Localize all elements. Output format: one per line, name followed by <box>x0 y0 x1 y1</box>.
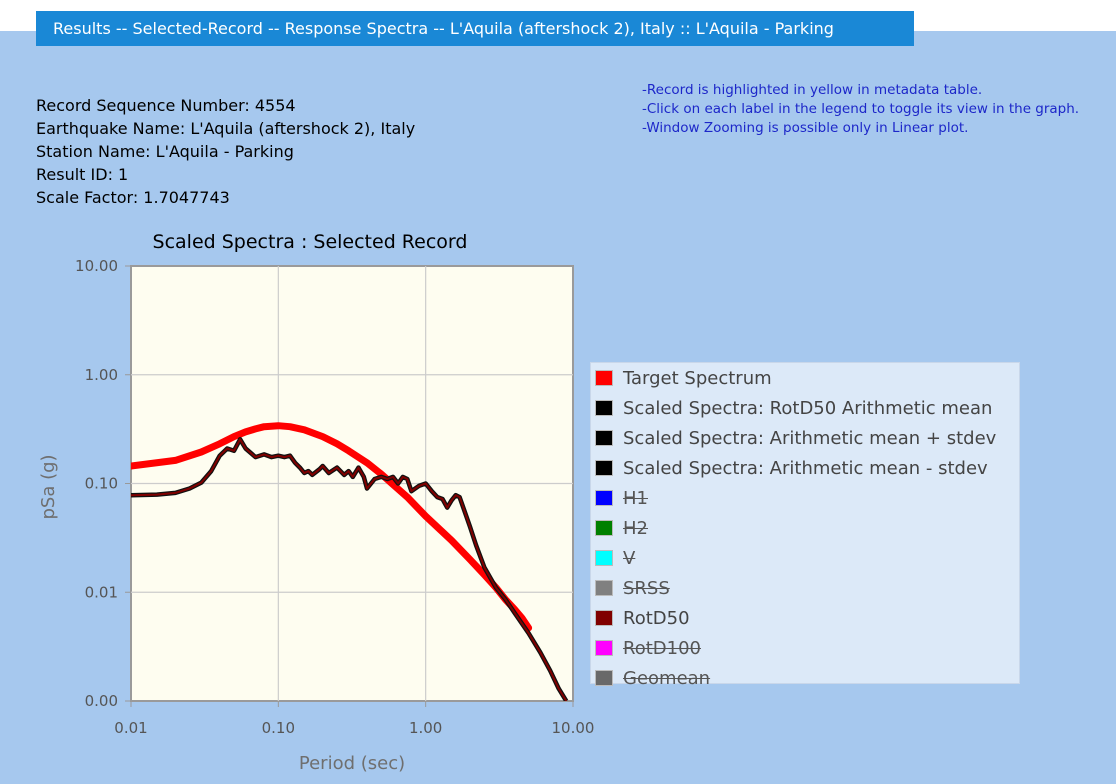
legend-mean-plus-stdev[interactable]: Scaled Spectra: Arithmetic mean + stdev <box>593 423 996 453</box>
legend-mean-minus-stdev[interactable]: Scaled Spectra: Arithmetic mean - stdev <box>593 453 988 483</box>
x-tick-label: 10.00 <box>552 719 595 737</box>
legend-geomean[interactable]: Geomean <box>593 663 710 693</box>
y-tick-label: 0.00 <box>85 692 118 710</box>
x-tick-label: 1.00 <box>409 719 442 737</box>
record-info: Record Sequence Number: 4554 Earthquake … <box>36 94 415 209</box>
legend-swatch <box>595 610 613 626</box>
legend-v[interactable]: V <box>593 543 635 573</box>
x-tick-label: 0.01 <box>114 719 147 737</box>
legend-swatch <box>595 520 613 536</box>
legend-label: Geomean <box>623 667 711 689</box>
legend-swatch <box>595 640 613 656</box>
legend-swatch <box>595 670 613 686</box>
series-rotd50 <box>131 438 568 701</box>
legend-swatch <box>595 430 613 446</box>
x-tick-label: 0.10 <box>262 719 295 737</box>
y-tick-label: 0.10 <box>85 475 118 493</box>
legend-h2[interactable]: H2 <box>593 513 648 543</box>
legend-label: H1 <box>623 487 648 509</box>
legend-label: RotD50 <box>623 607 690 629</box>
legend-label: H2 <box>623 517 648 539</box>
legend-swatch <box>595 580 613 596</box>
series-lines <box>131 422 569 701</box>
legend-rotd100[interactable]: RotD100 <box>593 633 701 663</box>
chart-legend: Target Spectrum Scaled Spectra: RotD50 Ar… <box>590 362 1020 689</box>
results-title-bar: Results -- Selected-Record -- Response S… <box>36 11 914 46</box>
legend-rotd50[interactable]: RotD50 <box>593 603 690 633</box>
legend-swatch <box>595 550 613 566</box>
axes: 0.01 0.10 1.00 10.00 0.00 0.01 0.10 1.00 10.00 <box>75 257 594 737</box>
result-id: Result ID: 1 <box>36 165 129 184</box>
legend-label: V <box>623 547 636 569</box>
note-zooming: -Window Zooming is possible only in Line… <box>642 120 969 136</box>
record-sequence-number: Record Sequence Number: 4554 <box>36 96 296 115</box>
legend-swatch <box>595 460 613 476</box>
x-axis-label: Period (sec) <box>299 753 405 774</box>
legend-label: Target Spectrum <box>623 367 772 389</box>
chart-title: Scaled Spectra : Selected Record <box>153 231 468 253</box>
legend-rotd50-mean[interactable]: Scaled Spectra: RotD50 Arithmetic mean <box>593 393 992 423</box>
legend-label: Scaled Spectra: RotD50 Arithmetic mean <box>623 397 993 419</box>
legend-label: SRSS <box>623 577 670 599</box>
earthquake-name: Earthquake Name: L'Aquila (aftershock 2)… <box>36 119 416 138</box>
legend-label: Scaled Spectra: Arithmetic mean - stdev <box>623 457 988 479</box>
note-highlight: -Record is highlighted in yellow in meta… <box>642 82 983 98</box>
legend-label: RotD100 <box>623 637 701 659</box>
y-tick-label: 0.01 <box>85 583 118 601</box>
legend-swatch <box>595 400 613 416</box>
y-tick-label: 10.00 <box>75 257 118 275</box>
legend-srss[interactable]: SRSS <box>593 573 670 603</box>
legend-target-spectrum[interactable]: Target Spectrum <box>593 363 772 393</box>
legend-h1[interactable]: H1 <box>593 483 648 513</box>
y-tick-label: 1.00 <box>85 366 118 384</box>
usage-notes: -Record is highlighted in yellow in meta… <box>642 81 1079 138</box>
station-name: Station Name: L'Aquila - Parking <box>36 142 294 161</box>
legend-swatch <box>595 370 613 386</box>
scale-factor: Scale Factor: 1.7047743 <box>36 188 230 207</box>
y-axis-label: pSa (g) <box>38 454 59 519</box>
note-legend-toggle: -Click on each label in the legend to to… <box>642 101 1080 117</box>
legend-swatch <box>595 490 613 506</box>
legend-label: Scaled Spectra: Arithmetic mean + stdev <box>623 427 997 449</box>
